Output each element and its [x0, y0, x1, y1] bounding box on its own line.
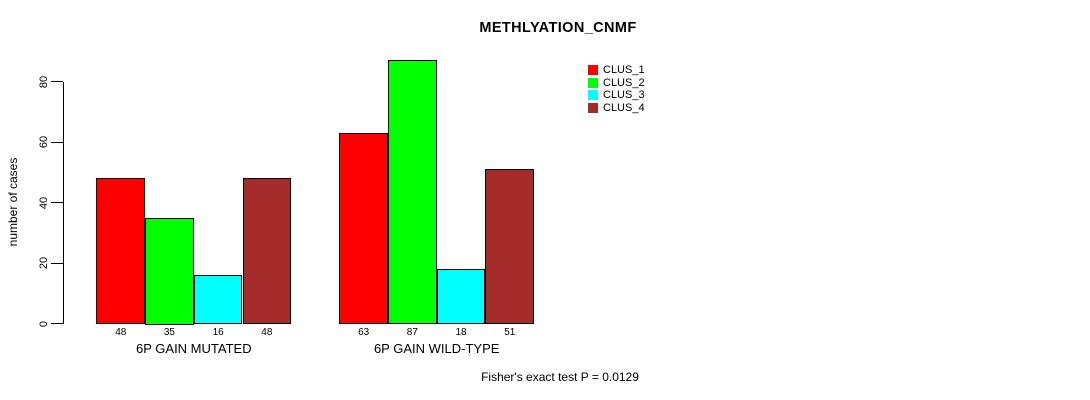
legend-label: CLUS_1	[603, 64, 645, 76]
legend-label: CLUS_3	[603, 89, 645, 102]
bar-value-label: 48	[115, 327, 127, 338]
legend-swatch-clus_4	[588, 103, 598, 114]
y-axis-tick	[51, 202, 63, 203]
legend-label: CLUS_2	[603, 76, 645, 89]
y-axis-title: number of cases	[6, 157, 20, 247]
bar-clus_3-group2	[436, 269, 486, 325]
y-axis-tick-label: 40	[38, 196, 50, 209]
bar-value-label: 87	[406, 327, 418, 338]
bar-clus_3-group1	[193, 275, 243, 325]
bar-value-label: 63	[358, 327, 370, 338]
bar-value-label: 48	[261, 327, 273, 338]
x-category-label: 6P GAIN MUTATED	[136, 340, 252, 356]
y-axis-tick-label: 0	[38, 320, 50, 327]
bar-clus_2-group1	[145, 217, 194, 325]
bar-value-label: 16	[212, 327, 224, 338]
y-axis-tick-label: 80	[38, 75, 50, 88]
x-category-label: 6P GAIN WILD-TYPE	[373, 340, 500, 356]
y-axis-line	[63, 81, 64, 324]
y-axis-tick	[51, 262, 63, 264]
y-axis-tick-label: 20	[38, 256, 50, 270]
y-axis-tick	[51, 141, 63, 143]
bar-clus_4-group1	[242, 178, 292, 325]
bar-clus_4-group2	[485, 169, 535, 325]
bar-clus_1-group2	[339, 132, 388, 325]
bar-clus_1-group1	[96, 178, 146, 325]
footnote-pvalue: Fisher's exact test P = 0.0129	[481, 370, 639, 384]
legend-swatch-clus_2	[588, 77, 598, 88]
bar-value-label: 35	[163, 327, 175, 338]
legend-label: CLUS_4	[603, 102, 645, 115]
chart-title: METHLYATION_CNMF	[479, 20, 637, 36]
bar-clus_2-group2	[388, 60, 437, 325]
bar-value-label: 18	[455, 327, 467, 338]
bar-value-label: 51	[504, 327, 516, 338]
y-axis-tick	[51, 81, 63, 82]
legend-swatch-clus_3	[588, 90, 598, 101]
legend-swatch-clus_1	[588, 65, 598, 75]
y-axis-tick	[51, 323, 63, 324]
y-axis-tick-label: 60	[38, 135, 50, 149]
